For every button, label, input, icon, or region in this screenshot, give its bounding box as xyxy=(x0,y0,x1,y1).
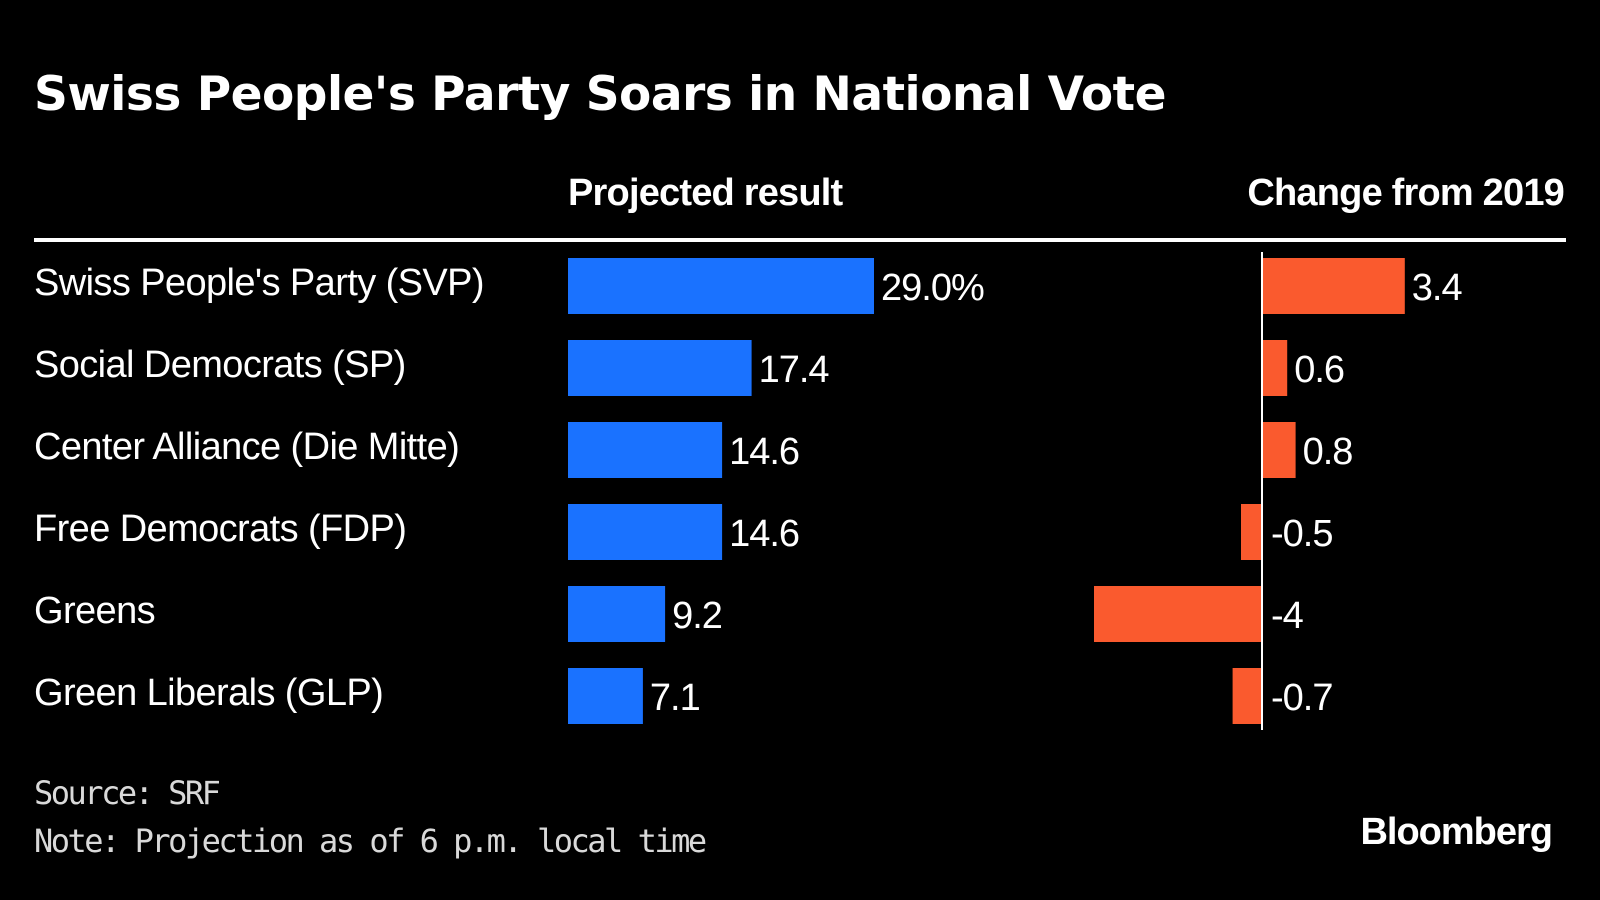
projected-result-data-label: 29.0% xyxy=(881,267,984,309)
source-note: Source: SRF xyxy=(34,774,220,812)
row-label: Social Democrats (SP) xyxy=(34,344,406,386)
change-from-2019-data-label: 3.4 xyxy=(1412,267,1463,309)
change-from-2019-header: Change from 2019 xyxy=(1247,172,1564,214)
change-from-2019-data-label: 0.6 xyxy=(1294,349,1344,391)
projected-result-bar xyxy=(568,504,723,560)
projected-result-bars xyxy=(568,258,874,724)
projected-result-data-labels: 29.0%17.414.614.69.27.1 xyxy=(650,267,985,719)
row-label: Free Democrats (FDP) xyxy=(34,508,406,550)
row-label: Swiss People's Party (SVP) xyxy=(34,262,484,304)
change-from-2019-bar xyxy=(1232,668,1262,724)
projected-result-data-label: 17.4 xyxy=(759,349,830,391)
change-from-2019-data-label: -0.7 xyxy=(1271,677,1332,719)
row-label: Center Alliance (Die Mitte) xyxy=(34,426,459,468)
bloomberg-logo: Bloomberg xyxy=(1360,811,1552,853)
row-label: Greens xyxy=(34,590,155,632)
projected-result-header: Projected result xyxy=(568,172,844,214)
projected-result-data-label: 14.6 xyxy=(729,513,799,555)
change-from-2019-bars xyxy=(1094,258,1405,724)
change-from-2019-bar xyxy=(1241,504,1262,560)
change-from-2019-bar xyxy=(1262,258,1405,314)
row-label: Green Liberals (GLP) xyxy=(34,672,383,714)
projected-result-bar xyxy=(568,586,666,642)
projected-result-bar xyxy=(568,668,643,724)
change-from-2019-bar xyxy=(1262,340,1288,396)
change-from-2019-data-label: -4 xyxy=(1271,595,1304,637)
row-labels: Swiss People's Party (SVP) Social Democra… xyxy=(34,262,485,714)
projection-note: Note: Projection as of 6 p.m. local time xyxy=(34,822,706,860)
projected-result-bar xyxy=(568,258,874,314)
change-from-2019-data-labels: 3.4 0.6 0.8 -0.5 -4 -0.7 xyxy=(1271,267,1463,719)
projected-result-bar xyxy=(568,422,723,478)
change-from-2019-bar xyxy=(1262,422,1296,478)
chart-title: Swiss People's Party Soars in National V… xyxy=(34,67,1166,122)
change-from-2019-data-label: -0.5 xyxy=(1271,513,1332,555)
projected-result-data-label: 9.2 xyxy=(672,595,722,637)
change-from-2019-bar xyxy=(1094,586,1262,642)
projected-result-data-label: 7.1 xyxy=(650,677,700,719)
projected-result-data-label: 14.6 xyxy=(729,431,799,473)
projected-result-bar xyxy=(568,340,752,396)
change-from-2019-data-label: 0.8 xyxy=(1303,431,1353,473)
